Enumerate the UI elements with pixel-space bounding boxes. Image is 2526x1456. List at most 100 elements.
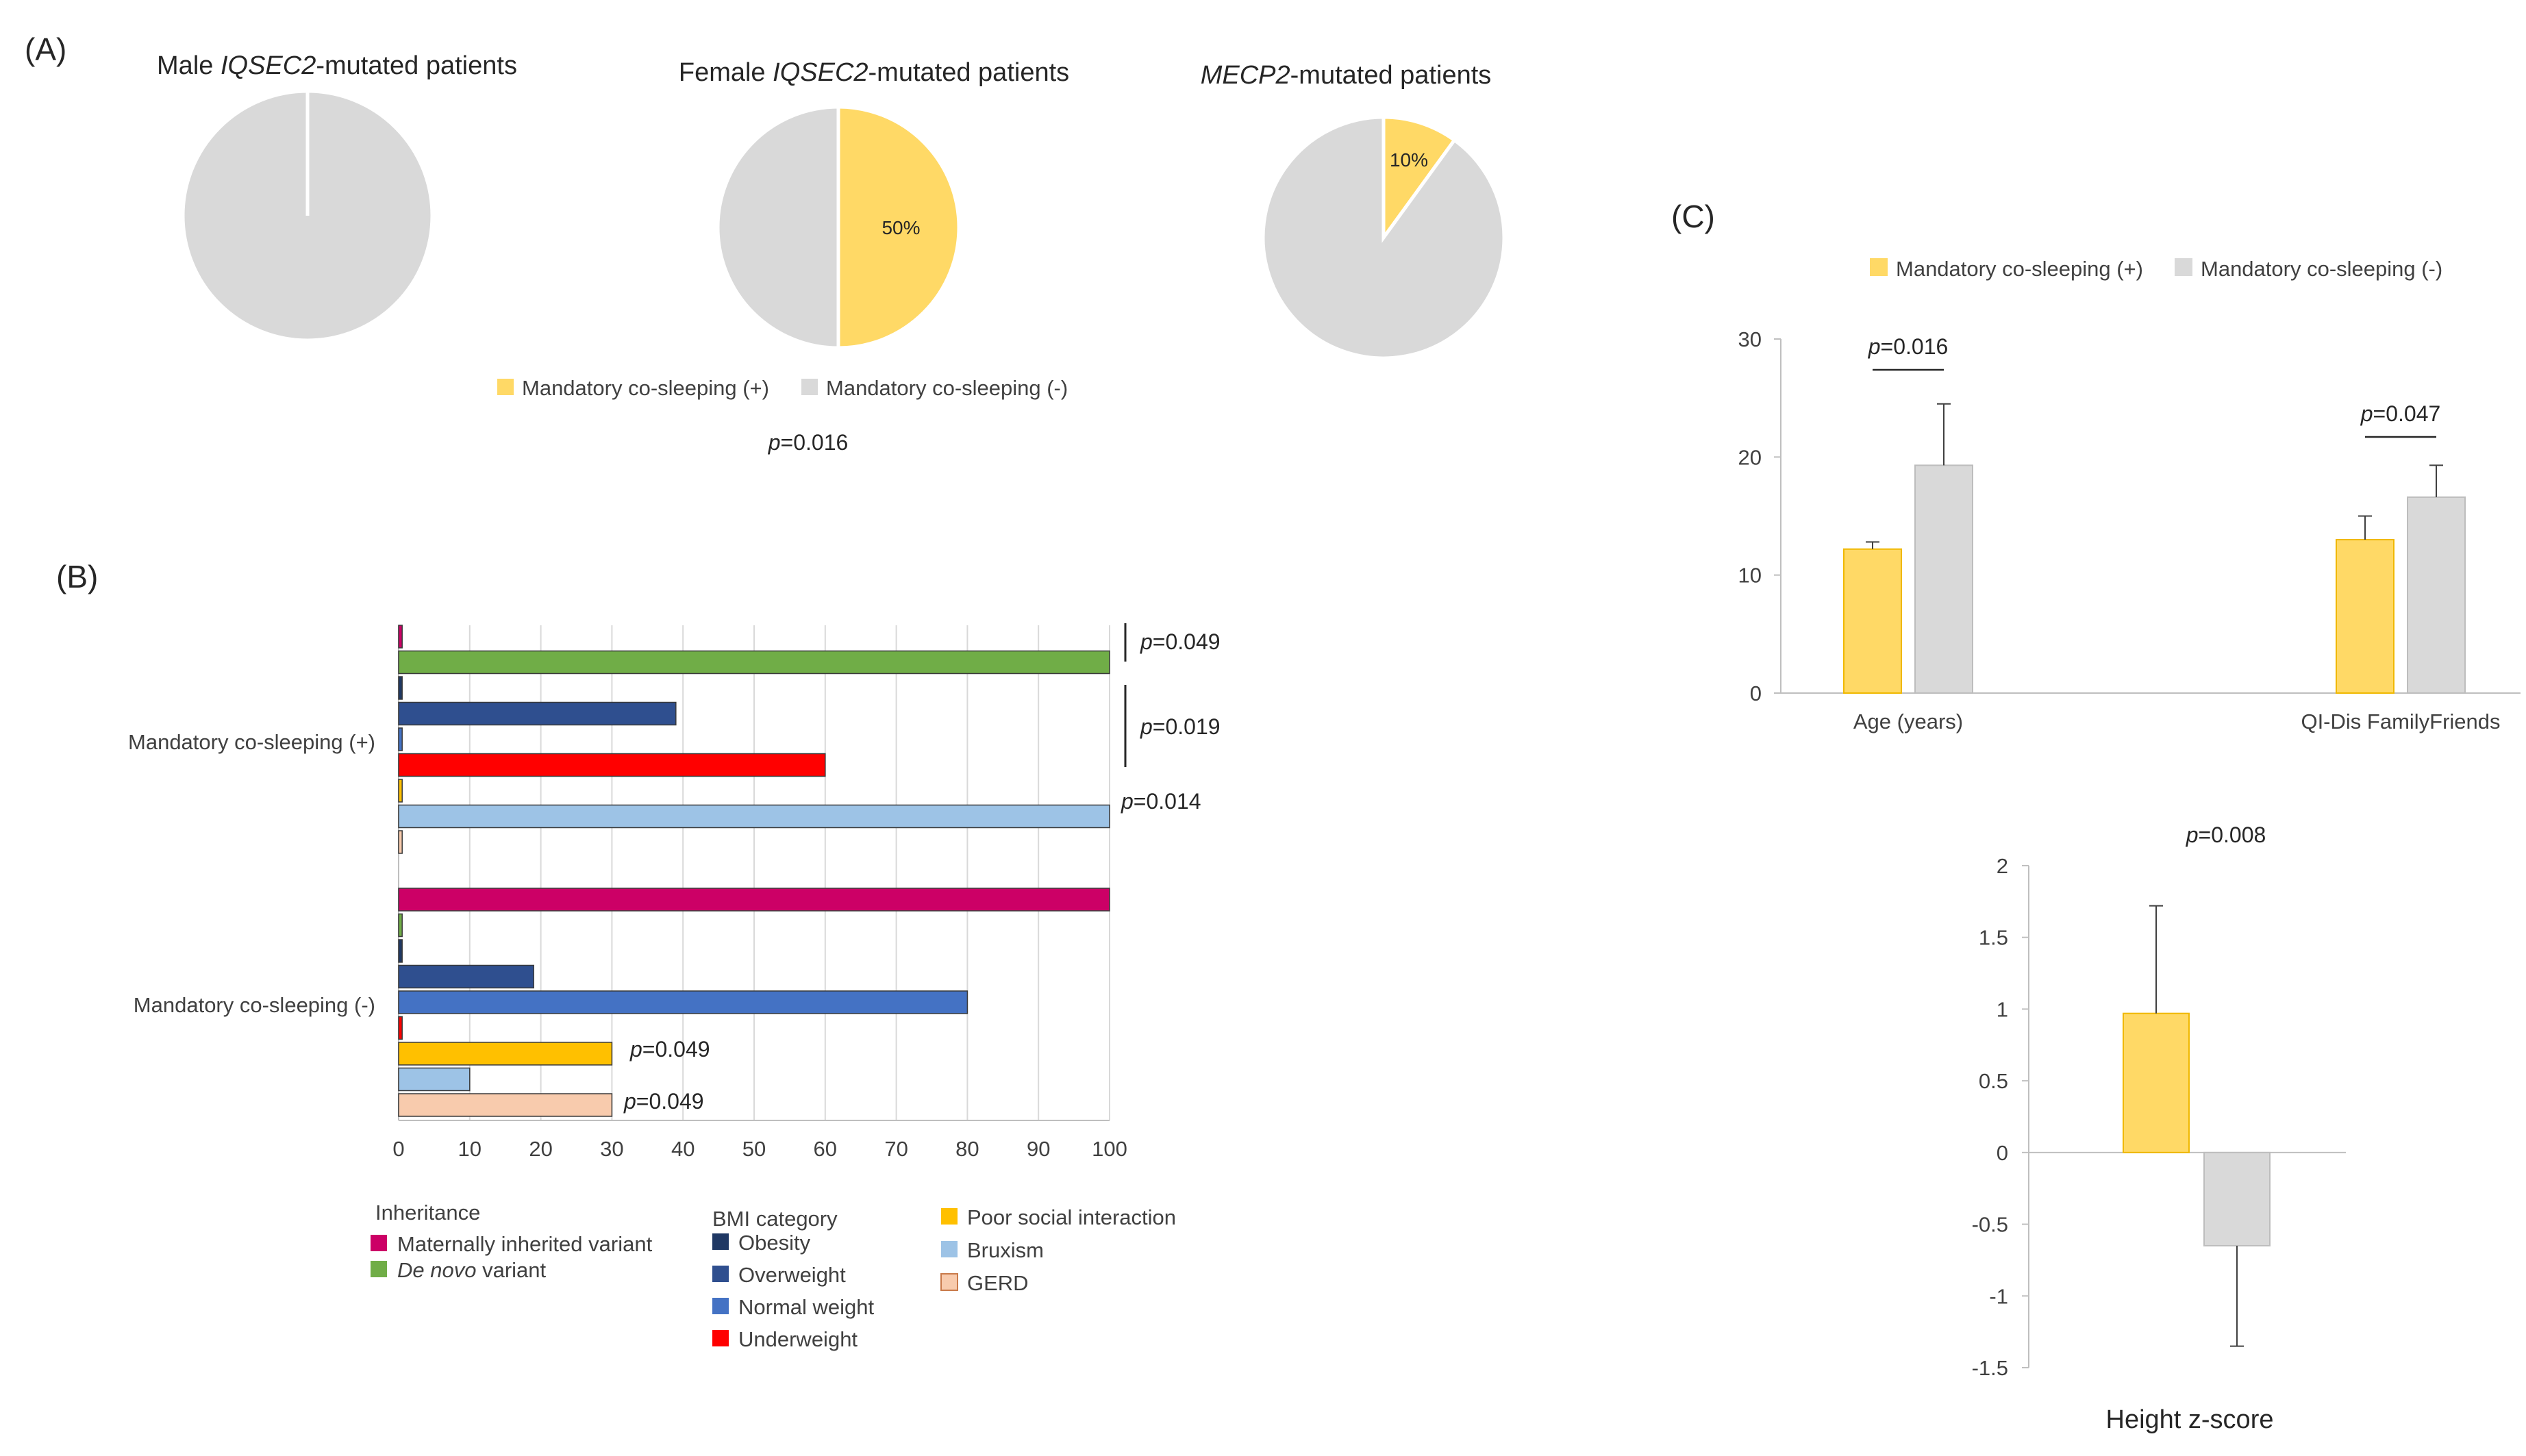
hbar-legend-label-bruxism: Bruxism: [967, 1238, 1044, 1262]
panel-label-b: (B): [56, 559, 98, 594]
z-pvalue: p=0.008: [2186, 823, 2266, 847]
hbar-bar-maternal-pos: [398, 625, 403, 649]
pie-slice-3-2: [1261, 115, 1506, 360]
c-ytick-label: 0: [1750, 681, 1762, 705]
hbar-bar-overweight-neg: [398, 964, 534, 989]
hbar-pvalue-bruxism: p=0.014: [1121, 789, 1201, 814]
hbar-bar-gerd-neg: [398, 1093, 613, 1117]
c-legend-label-pos: Mandatory co-sleeping (+): [1896, 257, 2143, 281]
hbar-xtick-label: 30: [600, 1137, 623, 1161]
hbar-pvalue-poor-social: p=0.049: [629, 1037, 710, 1062]
hbar-bar-underweight-pos: [398, 753, 826, 777]
z-ytick-label: -1: [1989, 1284, 2008, 1308]
hbar-legend-swatch-poor_social: [941, 1208, 958, 1225]
c-category-label-2: QI-Dis FamilyFriends: [2301, 710, 2500, 733]
panel-c-bar-charts: Mandatory co-sleeping (+) Mandatory co-sl…: [1738, 257, 2521, 1434]
hbar-bar-maternal-neg: [398, 888, 1110, 912]
z-xlabel: Height z-score: [2106, 1405, 2274, 1434]
hbar-bar-bruxism-neg: [398, 1067, 471, 1092]
pie-slice-2-2: [716, 105, 840, 350]
c-legend-label-neg: Mandatory co-sleeping (-): [2201, 257, 2442, 281]
z-ytick-label: -1.5: [1972, 1356, 2008, 1380]
hbar-bar-obesity-pos: [398, 676, 403, 700]
pie-slice-2-1: [836, 105, 961, 350]
hbar-bar-obesity-neg: [398, 939, 403, 963]
hbar-xtick-label: 60: [814, 1137, 837, 1161]
c-bar-1-neg: [1914, 464, 1973, 694]
c-bar-1-pos: [1843, 548, 1902, 694]
hbar-xtick-label: 90: [1027, 1137, 1050, 1161]
hbar-bar-normal-pos: [398, 727, 403, 751]
hbar-legend-swatch-bruxism: [941, 1241, 958, 1257]
hbar-legend-swatch-gerd: [940, 1273, 958, 1291]
hbar-group-label-1: Mandatory co-sleeping (+): [128, 730, 375, 754]
hbar-legend-swatch-overweight: [712, 1266, 729, 1282]
hbar-bar-poor_social-pos: [398, 779, 403, 803]
hbar-xtick-label: 0: [392, 1137, 404, 1161]
z-bar-neg: [2203, 1151, 2271, 1246]
z-ytick-label: 1: [1997, 997, 2008, 1021]
z-bar-pos: [2123, 1012, 2190, 1153]
c-bar-2-pos: [2336, 538, 2394, 694]
hbar-legend-label-overweight: Overweight: [738, 1263, 846, 1287]
pie-legend-swatch-pos: [497, 379, 514, 395]
pie-title-1: Male IQSEC2-mutated patients: [157, 51, 517, 80]
hbar-legend-label-maternal: Maternally inherited variant: [397, 1232, 653, 1256]
hbar-legend-title-inheritance: Inheritance: [375, 1201, 480, 1225]
hbar-bar-de_novo-pos: [398, 650, 1110, 675]
pie-slice-3-1: [1381, 115, 1457, 243]
pie-title-3: MECP2-mutated patients: [1201, 61, 1492, 90]
hbar-xtick-label: 40: [671, 1137, 695, 1161]
hbar-group-label-2: Mandatory co-sleeping (-): [134, 993, 375, 1017]
panel-a-pies: Male IQSEC2-mutated patients Female IQSEC…: [157, 51, 1506, 455]
c-legend-swatch-pos: [1870, 258, 1888, 276]
hbar-legend-swatch-underweight: [712, 1330, 729, 1346]
hbar-bar-underweight-neg: [398, 1016, 403, 1040]
hbar-bar-normal-neg: [398, 990, 968, 1014]
hbar-bar-bruxism-pos: [398, 804, 1110, 829]
hbar-xtick-label: 20: [529, 1137, 552, 1161]
hbar-legend-label-poor_social: Poor social interaction: [967, 1205, 1176, 1229]
hbar-bar-overweight-pos: [398, 701, 677, 726]
z-ytick-label: 2: [1997, 854, 2008, 878]
hbar-legend-swatch-maternal: [371, 1235, 387, 1251]
hbar-bar-poor_social-neg: [398, 1042, 613, 1066]
pie-legend-swatch-neg: [801, 379, 818, 395]
panel-label-c: (C): [1671, 199, 1715, 234]
c-bar-2-neg: [2407, 496, 2466, 694]
hbar-legend-swatch-obesity: [712, 1233, 729, 1250]
pie-title-2: Female IQSEC2-mutated patients: [679, 58, 1069, 87]
hbar-xtick-label: 70: [884, 1137, 908, 1161]
hbar-legend-label-obesity: Obesity: [738, 1231, 811, 1255]
c-pvalue-2: p=0.047: [2360, 401, 2441, 426]
pie-slice-label-2: 50%: [881, 217, 920, 238]
hbar-pvalue-gerd: p=0.049: [623, 1089, 704, 1114]
hbar-xtick-label: 10: [458, 1137, 482, 1161]
z-ytick-label: -0.5: [1972, 1213, 2008, 1237]
z-ytick-label: 0.5: [1979, 1069, 2008, 1093]
hbar-bar-de_novo-neg: [398, 913, 403, 938]
hbar-legend-label-normal: Normal weight: [738, 1295, 875, 1319]
hbar-legend-label-gerd: GERD: [967, 1271, 1029, 1295]
hbar-legend-label-underweight: Underweight: [738, 1327, 858, 1351]
hbar-legend-swatch-de_novo: [371, 1261, 387, 1277]
hbar-pvalue-inheritance: p=0.049: [1140, 629, 1221, 654]
c-ytick-label: 20: [1738, 445, 1762, 469]
c-ytick-label: 10: [1738, 564, 1762, 588]
z-ytick-label: 0: [1997, 1141, 2008, 1165]
pie-legend-label-pos: Mandatory co-sleeping (+): [522, 376, 769, 400]
pie-pvalue: p=0.016: [768, 430, 849, 455]
c-pvalue-1: p=0.016: [1868, 334, 1949, 359]
pie-legend-label-neg: Mandatory co-sleeping (-): [826, 376, 1068, 400]
hbar-legend-swatch-normal: [712, 1298, 729, 1314]
c-category-label-1: Age (years): [1853, 710, 1963, 733]
z-ytick-label: 1.5: [1979, 926, 2008, 950]
c-ytick-label: 30: [1738, 327, 1762, 351]
panel-label-a: (A): [25, 32, 66, 67]
hbar-legend-title-bmi: BMI category: [712, 1207, 838, 1231]
hbar-xtick-label: 80: [955, 1137, 979, 1161]
hbar-xtick-label: 50: [742, 1137, 766, 1161]
panel-b-horizontal-bar-chart: 0 10 20 30 40 50 60 70 80 90 100 Mandatory co-sleep…: [128, 623, 1221, 1351]
hbar-bar-gerd-pos: [398, 830, 403, 854]
